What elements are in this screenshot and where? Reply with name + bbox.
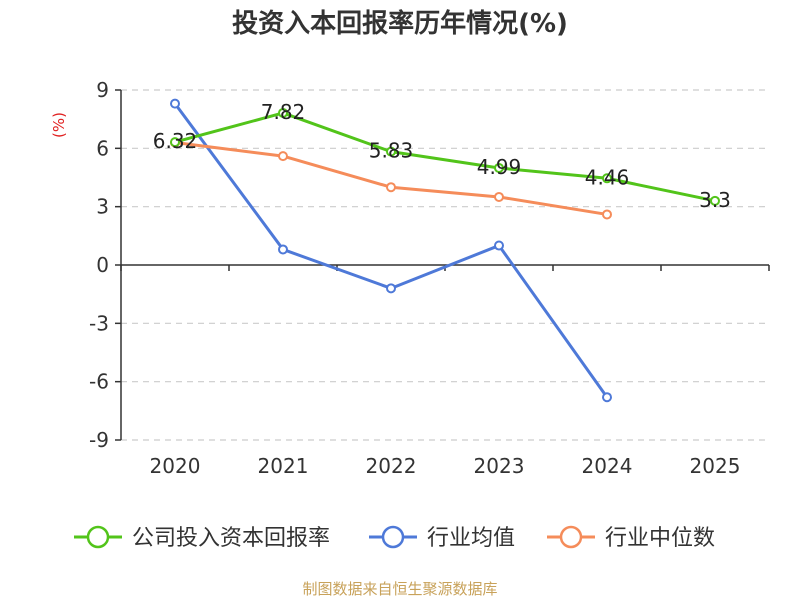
legend-item[interactable]: 行业中位数 xyxy=(547,525,715,551)
y-axis-unit-label: (%) xyxy=(50,112,68,138)
source-note: 制图数据来自恒生聚源数据库 xyxy=(302,580,497,598)
legend-label: 行业中位数 xyxy=(605,526,715,551)
x-tick-label: 2021 xyxy=(258,454,309,478)
series-1 xyxy=(170,98,612,403)
y-tick-label: -3 xyxy=(89,311,109,335)
series-0 xyxy=(170,107,720,206)
x-tick-label: 2024 xyxy=(582,454,633,478)
x-tick-label: 2023 xyxy=(474,454,525,478)
legend[interactable]: 公司投入资本回报率 行业均值 行业中位数 xyxy=(74,525,715,551)
data-label: 5.83 xyxy=(369,139,414,163)
axes: 9 6 3 0 -3 -6 -9 2020 2021 2022 2023 2024 2025 xyxy=(89,78,770,478)
data-point[interactable] xyxy=(494,191,504,202)
x-tick-label: 2025 xyxy=(690,454,741,478)
data-point[interactable] xyxy=(602,392,612,403)
data-label: 4.99 xyxy=(477,155,522,179)
series-layer xyxy=(170,98,720,403)
legend-label: 公司投入资本回报率 xyxy=(132,526,330,551)
legend-item[interactable]: 公司投入资本回报率 xyxy=(74,525,330,551)
data-point[interactable] xyxy=(386,146,396,157)
data-point[interactable] xyxy=(386,182,396,193)
data-label: 3.3 xyxy=(699,188,731,212)
legend-marker xyxy=(559,525,583,549)
data-point[interactable] xyxy=(494,240,504,251)
gridlines xyxy=(121,89,769,441)
data-point[interactable] xyxy=(170,137,180,148)
data-label: 7.82 xyxy=(261,100,306,124)
data-point[interactable] xyxy=(386,283,396,294)
legend-marker xyxy=(381,525,405,549)
data-point[interactable] xyxy=(710,195,720,206)
data-label: 4.46 xyxy=(585,165,630,189)
data-point[interactable] xyxy=(602,209,612,220)
data-point[interactable] xyxy=(170,98,180,109)
y-tick-label: -6 xyxy=(89,370,109,394)
y-tick-label: 9 xyxy=(96,78,109,102)
data-labels: 6.32 7.82 5.83 4.99 4.46 3.3 xyxy=(153,100,731,212)
data-label: 6.32 xyxy=(153,129,198,153)
legend-item[interactable]: 行业均值 xyxy=(369,525,515,551)
data-point[interactable] xyxy=(278,151,288,162)
data-point[interactable] xyxy=(602,173,612,184)
legend-marker xyxy=(86,525,110,549)
y-tick-label: 0 xyxy=(96,253,109,277)
data-point[interactable] xyxy=(494,162,504,173)
series-line xyxy=(174,111,716,203)
data-point[interactable] xyxy=(278,244,288,255)
data-point[interactable] xyxy=(278,107,288,118)
y-tick-label: -9 xyxy=(89,428,109,452)
y-tick-label: 6 xyxy=(96,136,109,160)
x-tick-label: 2022 xyxy=(366,454,417,478)
chart-title: 投资入本回报率历年情况(%) xyxy=(232,8,568,39)
x-tick-label: 2020 xyxy=(150,454,201,478)
y-tick-label: 3 xyxy=(96,195,109,219)
legend-label: 行业均值 xyxy=(427,526,515,551)
